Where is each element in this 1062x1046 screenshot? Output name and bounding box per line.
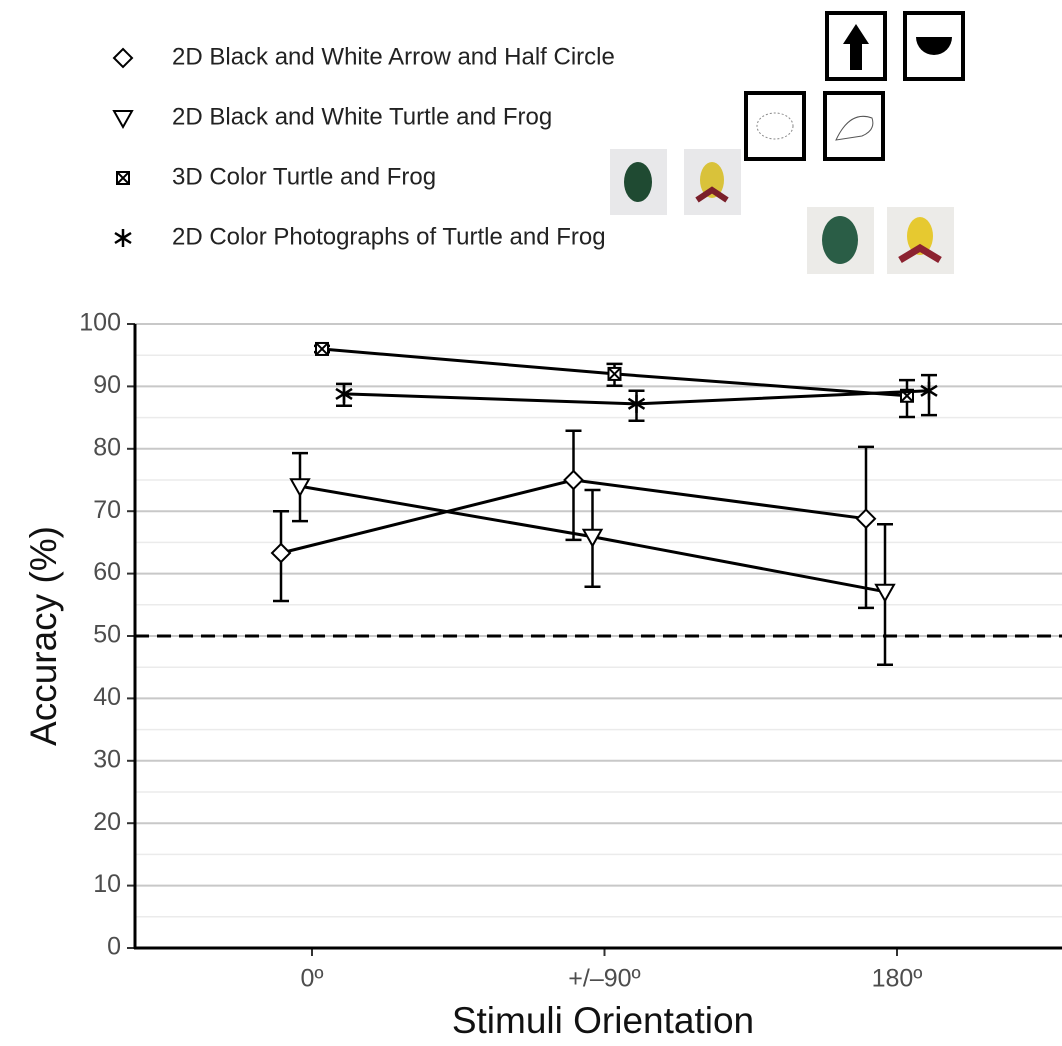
turtle-3d [624, 162, 652, 202]
triangle [876, 585, 894, 601]
diamond [272, 544, 290, 562]
y-tick-label: 10 [93, 870, 121, 898]
marker [876, 585, 894, 601]
legend-label: 2D Black and White Turtle and Frog [172, 103, 552, 130]
turtle-drawing [746, 93, 804, 159]
y-tick-label: 70 [93, 496, 121, 524]
marker [114, 111, 132, 127]
y-tick-label: 50 [93, 621, 121, 649]
y-tick-label: 100 [79, 309, 121, 337]
legend-label: 2D Black and White Arrow and Half Circle [172, 43, 615, 70]
y-tick-label: 80 [93, 433, 121, 461]
y-tick-label: 60 [93, 558, 121, 586]
x-axis-title: Stimuli Orientation [452, 1000, 754, 1041]
marker [857, 510, 875, 528]
legend-label: 3D Color Turtle and Frog [172, 163, 436, 190]
diamond [857, 510, 875, 528]
marker [316, 343, 328, 355]
marker [114, 49, 132, 67]
y-tick-label: 0 [107, 933, 121, 961]
diamond [565, 471, 583, 489]
x-tick-label: 0º [300, 965, 323, 993]
chart: Accuracy (%) Stimuli Orientation 0 10 20 30… [0, 0, 1062, 1041]
marker [117, 172, 129, 184]
y-tick-label: 30 [93, 745, 121, 773]
y-tick-label: 90 [93, 371, 121, 399]
y-tick-label: 20 [93, 808, 121, 836]
legend-label: 2D Color Photographs of Turtle and Frog [172, 223, 606, 250]
x-tick-label: +/–90º [568, 965, 640, 993]
diamond [114, 49, 132, 67]
marker [115, 229, 131, 247]
marker [565, 471, 583, 489]
marker [272, 544, 290, 562]
triangle [114, 111, 132, 127]
y-axis-title: Accuracy (%) [23, 526, 64, 746]
x-tick-label: 180º [872, 965, 923, 993]
y-tick-label: 40 [93, 683, 121, 711]
frog-drawing [825, 93, 883, 159]
asterisk [115, 229, 131, 247]
turtle-photo-body [822, 216, 858, 264]
marker [609, 368, 621, 380]
legend-images [610, 13, 963, 274]
